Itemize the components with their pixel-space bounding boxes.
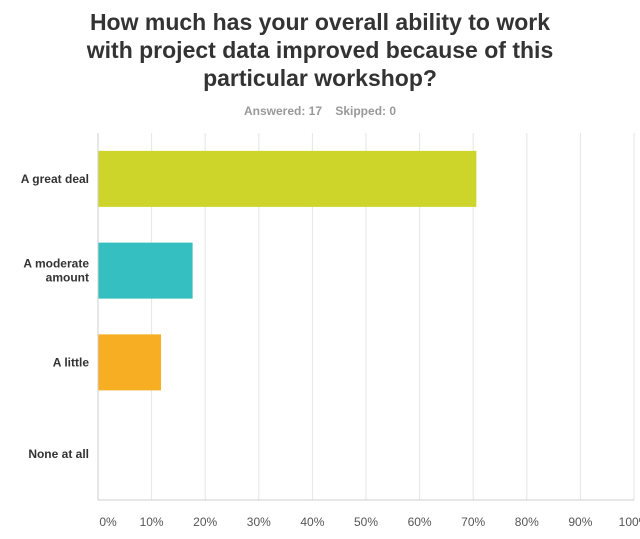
x-tick-labels: 0% 10% 20% 30% 40% 50% 60% 70% 80% 90% 100% [99, 515, 640, 529]
x-tick-label: 50% [354, 515, 378, 529]
x-tick-label: 0% [99, 515, 117, 529]
x-tick-label: 100% [619, 515, 640, 529]
x-tick-label: 30% [247, 515, 271, 529]
answered-count: Answered: 17 [243, 104, 322, 118]
x-tick-label: 60% [408, 515, 432, 529]
category-labels: A great deal A moderate amount A little None… [21, 172, 90, 461]
bar [98, 334, 162, 391]
response-stats: Answered: 17 Skipped: 0 [20, 104, 620, 118]
skipped-count: Skipped: 0 [335, 104, 397, 118]
bar [98, 242, 193, 299]
x-tick-label: 40% [300, 515, 324, 529]
chart-title-line-3: particular workshop? [203, 65, 437, 91]
category-label: A moderate amount [23, 257, 89, 285]
x-tick-label: 70% [461, 515, 485, 529]
axes [97, 133, 634, 501]
bars [98, 150, 477, 391]
x-tick-label: 90% [568, 515, 592, 529]
x-tick-label: 80% [515, 515, 539, 529]
category-label: None at all [28, 447, 89, 461]
bar [98, 150, 477, 207]
x-tick-label: 10% [140, 515, 164, 529]
chart-title-line-2: with project data improved because of th… [86, 37, 554, 63]
x-tick-label: 20% [193, 515, 217, 529]
chart-title: How much has your overall ability to wor… [20, 8, 620, 92]
chart-title-line-1: How much has your overall ability to wor… [89, 9, 551, 35]
category-label: A little [53, 355, 90, 369]
category-label: A great deal [21, 172, 89, 186]
